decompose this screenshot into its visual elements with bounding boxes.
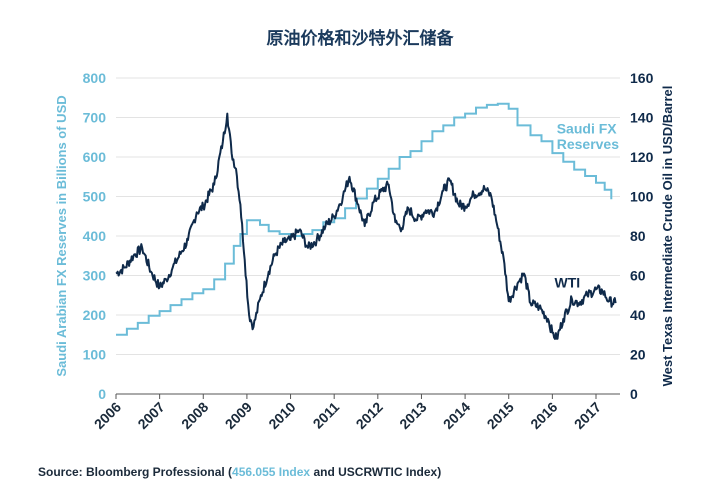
left-tick-label: 600 bbox=[83, 149, 107, 165]
right-tick-label: 40 bbox=[630, 307, 646, 323]
right-tick-label: 60 bbox=[630, 268, 646, 284]
source-suffix: and USCRWTIC Index) bbox=[310, 465, 441, 479]
x-tick-label: 2008 bbox=[178, 399, 211, 432]
left-tick-label: 0 bbox=[98, 386, 106, 402]
source-highlight: 456.055 Index bbox=[232, 465, 310, 479]
x-tick-label: 2014 bbox=[440, 399, 473, 432]
grid-lines bbox=[116, 77, 620, 395]
left-tick-label: 700 bbox=[83, 110, 107, 126]
right-tick-label: 0 bbox=[630, 386, 638, 402]
x-tick-label: 2016 bbox=[527, 399, 560, 432]
left-tick-label: 300 bbox=[83, 268, 107, 284]
left-axis-label: Saudi Arabian FX Reserves in Billions of… bbox=[54, 95, 69, 376]
left-tick-label: 200 bbox=[83, 307, 107, 323]
x-tick-label: 2007 bbox=[134, 399, 167, 432]
series-annotation: Saudi FX bbox=[557, 120, 618, 136]
series-annotation: WTI bbox=[555, 274, 581, 290]
series-group bbox=[115, 102, 617, 340]
right-y-axis: 0 20 40 60 80 100 120 140 160 bbox=[630, 70, 654, 402]
right-axis-label: West Texas Intermediate Crude Oil in USD… bbox=[660, 86, 675, 387]
x-tick-label: 2017 bbox=[571, 399, 604, 432]
right-tick-label: 80 bbox=[630, 228, 646, 244]
x-tick-label: 2012 bbox=[353, 399, 386, 432]
source-note: Source: Bloomberg Professional (456.055 … bbox=[38, 465, 441, 479]
right-tick-label: 20 bbox=[630, 347, 646, 363]
x-tick-label: 2010 bbox=[265, 399, 298, 432]
right-tick-label: 160 bbox=[630, 70, 654, 86]
right-tick-label: 100 bbox=[630, 189, 654, 205]
left-tick-label: 800 bbox=[83, 70, 107, 86]
right-tick-label: 140 bbox=[630, 110, 654, 126]
x-tick-label: 2006 bbox=[91, 399, 124, 432]
right-tick-label: 120 bbox=[630, 149, 654, 165]
x-tick-label: 2009 bbox=[222, 399, 255, 432]
x-tick-label: 2015 bbox=[484, 399, 517, 432]
x-axis: 2006 2007 2008 2009 2010 2011 2012 2013 2014 2015… bbox=[91, 393, 620, 432]
left-y-axis: 0 100 200 300 400 500 600 700 800 bbox=[83, 70, 107, 402]
series-line-wti bbox=[115, 112, 617, 340]
source-prefix: Source: Bloomberg Professional ( bbox=[38, 465, 232, 479]
left-tick-label: 500 bbox=[83, 189, 107, 205]
series-annotation: Reserves bbox=[557, 136, 619, 152]
chart-title: 原油价格和沙特外汇储备 bbox=[267, 28, 455, 49]
left-tick-label: 100 bbox=[83, 347, 107, 363]
x-tick-label: 2011 bbox=[310, 399, 343, 432]
x-tick-label: 2013 bbox=[396, 399, 429, 432]
series-line-saudi-fx-reserves bbox=[116, 102, 613, 336]
left-tick-label: 400 bbox=[83, 228, 107, 244]
